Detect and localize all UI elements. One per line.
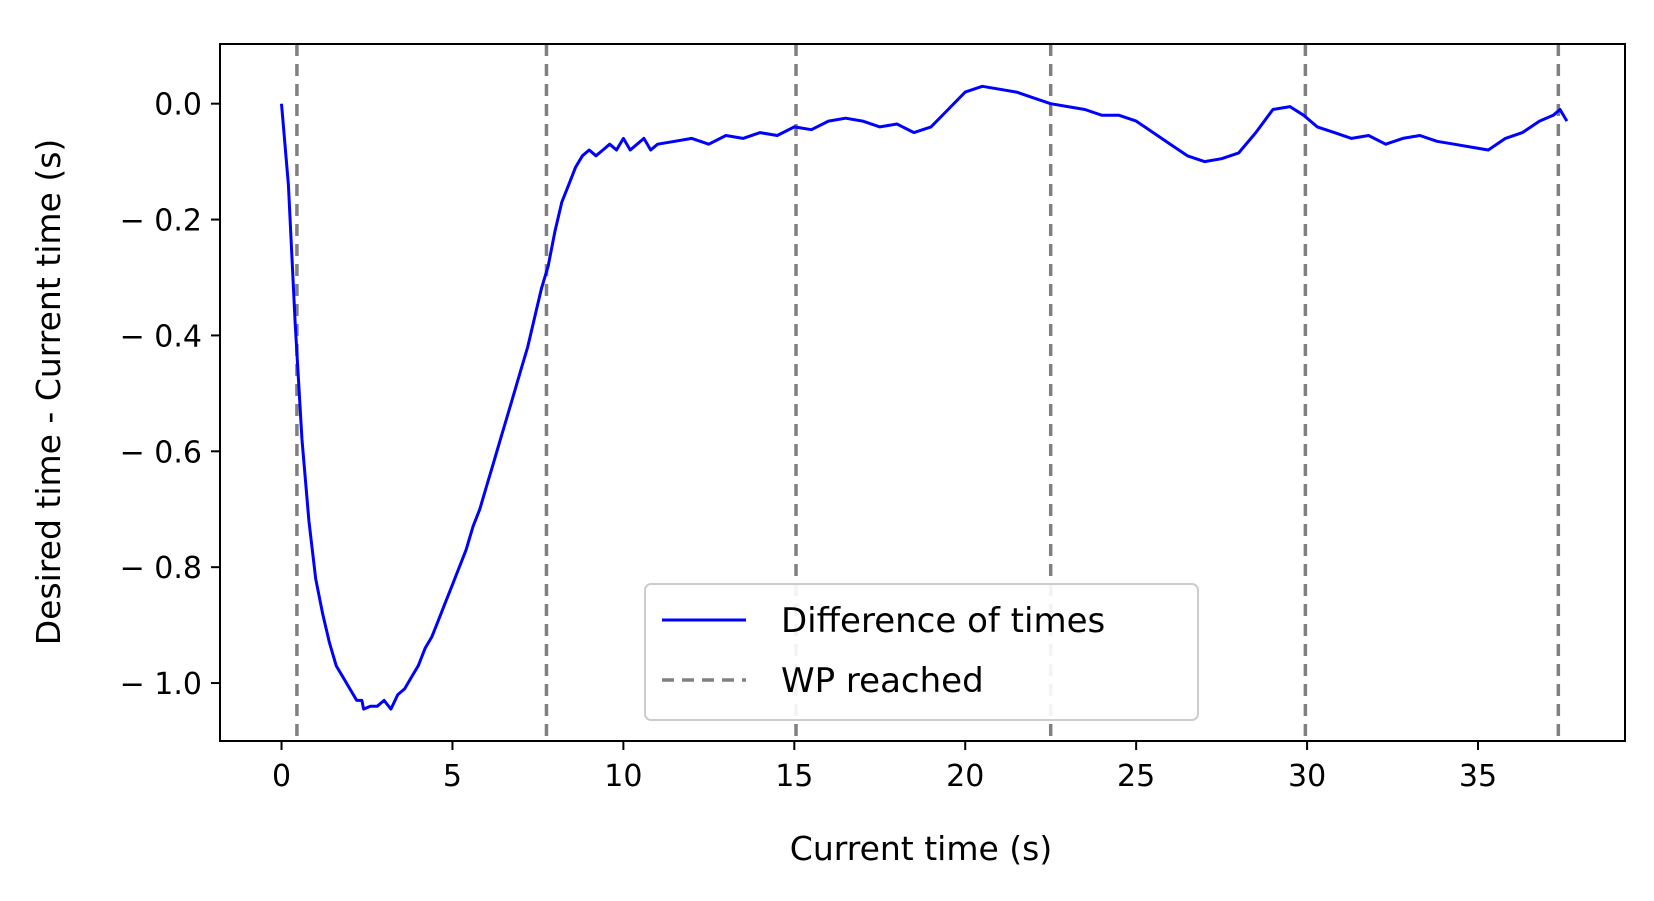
plot-frame	[219, 43, 1626, 742]
x-tick-label-6: 30	[1288, 759, 1326, 794]
y-tick-label-5: − 1.0	[120, 667, 202, 702]
y-tick-label-1: − 0.2	[120, 204, 202, 239]
x-tick-label-3: 15	[775, 759, 813, 794]
y-tick-label-2: − 0.4	[120, 319, 202, 354]
y-tick-label-3: − 0.6	[120, 435, 202, 470]
legend-box	[644, 583, 1199, 721]
legend: Difference of times WP reached	[644, 583, 1199, 721]
x-axis-ticks: 0 5 10 15 20 25 30 35	[272, 741, 1497, 794]
x-tick-label-5: 25	[1117, 759, 1155, 794]
y-axis-ticks: 0.0 − 0.2 − 0.4 − 0.6 − 0.8 − 1.0	[120, 88, 220, 702]
series-line-difference-of-times	[280, 84, 1569, 711]
x-axis-title: Current time (s)	[790, 829, 1052, 868]
x-tick-label-4: 20	[946, 759, 984, 794]
legend-label-difference-of-times: Difference of times	[781, 601, 1105, 641]
y-axis-title: Desired time - Current time (s)	[29, 139, 68, 646]
x-tick-label-7: 35	[1459, 759, 1497, 794]
y-tick-label-4: − 0.8	[120, 551, 202, 586]
x-tick-label-2: 10	[604, 759, 642, 794]
y-tick-label-0: 0.0	[154, 88, 202, 123]
x-tick-label-0: 0	[272, 759, 291, 794]
x-tick-label-1: 5	[443, 759, 462, 794]
legend-label-wp-reached: WP reached	[781, 661, 984, 701]
